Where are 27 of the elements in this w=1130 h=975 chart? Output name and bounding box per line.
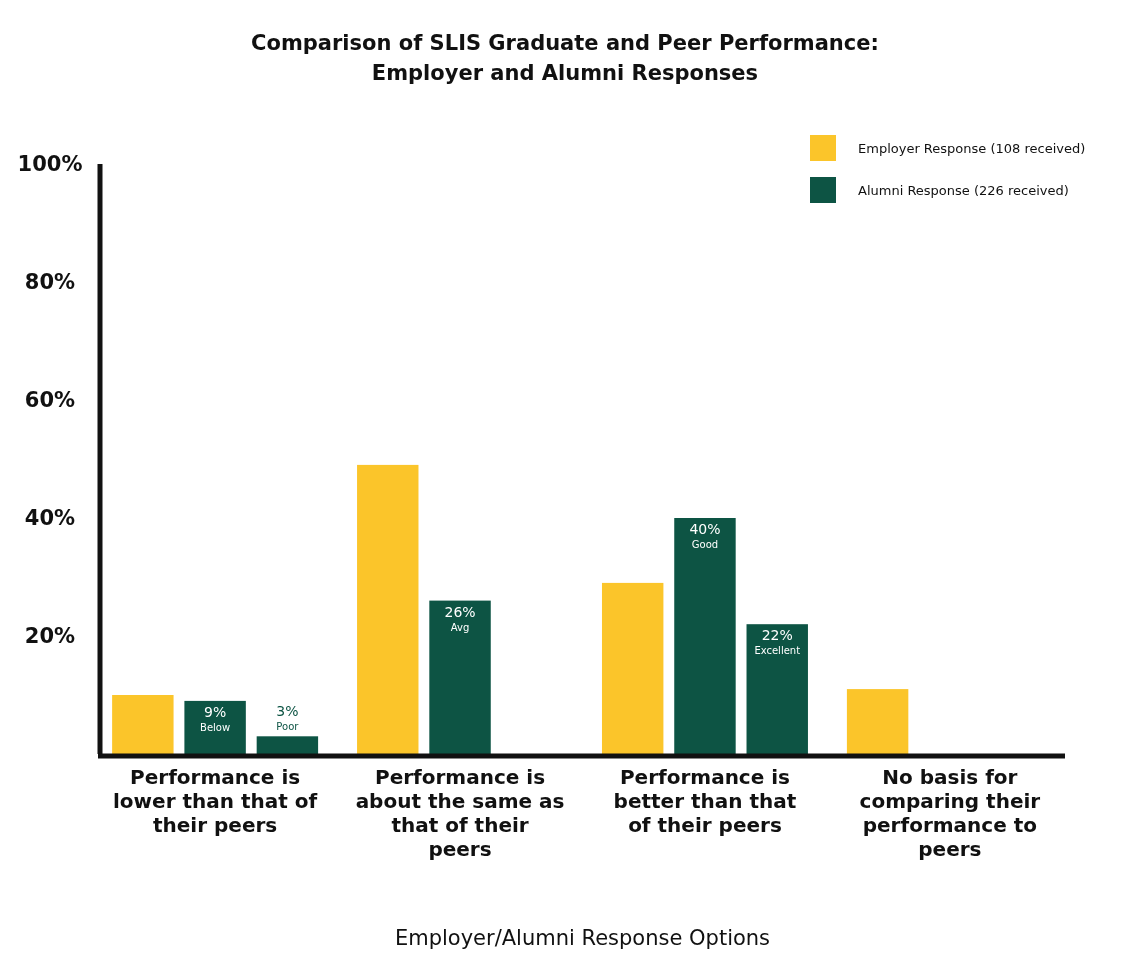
data-label: 22% Excellent [754,627,801,657]
bar [256,736,319,754]
data-label: 40% Good [689,521,721,550]
bar [112,695,174,754]
x-axis-title: Employer/Alumni Response Options [394,926,771,950]
x-tick-label: No basis for comparing their performance to peers [859,765,1041,861]
bar [674,518,736,754]
data-label: 9% Below [200,703,231,733]
bar [846,689,909,754]
y-tick-label: 20% [24,624,76,649]
bar [601,582,664,754]
bar [357,464,419,754]
legend-label: Employer Response (108 received) [858,140,1086,156]
bar [429,600,491,754]
x-tick-label: Performance is about the same as that of their peers [355,765,565,861]
data-label: 3% Poor [276,703,300,733]
legend-label: Alumni Response (226 received) [858,182,1069,198]
y-tick-label: 40% [24,506,76,531]
y-tick-label: 60% [24,388,76,413]
bar [746,624,808,754]
y-tick-label: 100% [17,152,83,177]
data-label: 26% Avg [444,603,476,633]
bar [184,700,246,754]
y-tick-label: 80% [24,270,76,295]
x-tick-label: Performance is lower than that of their peers [113,765,318,837]
chart-title: Comparison of SLIS Graduate and Peer Performance: Employer and Alumni Responses [251,31,879,85]
x-tick-label: Performance is better than that of their peers [613,765,797,837]
